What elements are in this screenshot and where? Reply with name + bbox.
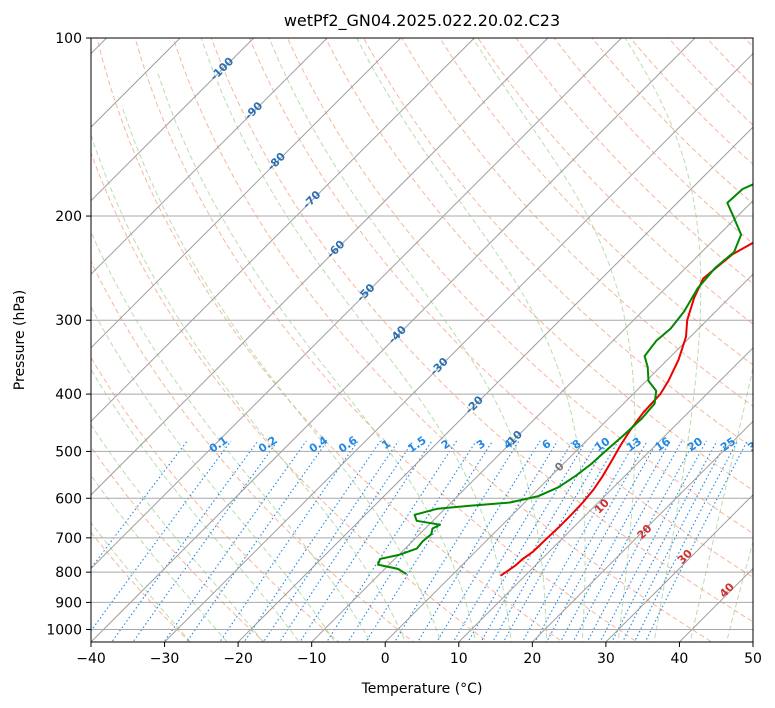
mixing-ratio-line <box>417 440 541 642</box>
mixing-ratio-line <box>621 440 728 642</box>
isotherm-line <box>91 38 181 128</box>
mixing-ratio-line <box>521 440 637 642</box>
isotherm-line <box>458 347 753 642</box>
y-tick-label: 800 <box>55 565 82 581</box>
isotherm-line <box>91 38 328 275</box>
moist-adiabat <box>689 365 753 642</box>
mixing-ratio-line <box>326 440 458 642</box>
moist-adiabat <box>91 230 371 642</box>
x-axis-ticks: −40 −30 −20 −10 0 10 20 30 40 50 <box>76 642 762 667</box>
x-tick-label: 50 <box>744 651 762 667</box>
mixing-ratio-line <box>572 440 683 642</box>
mixing-ratio-line <box>611 440 718 642</box>
y-tick-label: 1000 <box>46 622 82 638</box>
mixing-ratio-line <box>243 440 381 642</box>
y-axis-ticks: 100 200 300 400 500 600 700 800 900 1000 <box>46 31 91 638</box>
dry-adiabat <box>325 38 753 491</box>
x-tick-label: 40 <box>671 651 689 667</box>
isotherm-line <box>91 38 549 496</box>
y-tick-label: 400 <box>55 387 82 403</box>
mixing-ratio-line <box>467 440 587 642</box>
isotherm-line <box>310 199 753 642</box>
x-tick-label: 0 <box>381 651 390 667</box>
mixing-ratio-line <box>599 440 707 642</box>
pressure-gridlines <box>91 38 753 630</box>
mixing-ratio-line <box>559 440 671 642</box>
mixing-ratio-line <box>452 440 574 642</box>
x-axis-title: Temperature (°C) <box>361 681 483 697</box>
mixing-ratio-line <box>492 440 610 642</box>
moist-adiabat <box>91 305 336 642</box>
x-tick-label: 20 <box>523 651 541 667</box>
y-tick-label: 600 <box>55 491 82 507</box>
x-tick-label: −10 <box>297 651 327 667</box>
dry-adiabat <box>91 531 191 642</box>
chart-title: wetPf2_GN04.2025.022.20.02.C23 <box>284 11 560 31</box>
y-tick-label: 300 <box>55 313 82 329</box>
isotherm-line <box>91 38 402 349</box>
dry-adiabat <box>439 38 753 366</box>
isotherm-line <box>531 420 753 642</box>
mixing-ratio-line <box>365 440 494 642</box>
moist-adiabat <box>200 38 512 642</box>
mixing-ratio-line <box>534 440 648 642</box>
mixing-ratio-line <box>436 440 559 642</box>
x-tick-label: 10 <box>450 651 468 667</box>
mixing-ratio-line <box>545 440 659 642</box>
moist-adiabat <box>91 474 228 642</box>
isotherm-line <box>91 38 476 423</box>
background-lines <box>91 38 753 642</box>
mixing-ratio-line <box>219 440 359 642</box>
dry-adiabat <box>172 38 713 642</box>
mixing-ratio-line <box>299 440 433 642</box>
y-tick-label: 900 <box>55 595 82 611</box>
isotherm-line <box>91 38 623 570</box>
x-tick-label: 30 <box>597 651 615 667</box>
sounding-profiles <box>377 183 753 577</box>
isotherm-line <box>91 38 696 642</box>
y-tick-label: 100 <box>55 31 82 47</box>
moist-adiabat <box>725 540 753 642</box>
mixing-ratio-line <box>91 440 232 632</box>
plot-frame <box>90 37 754 643</box>
mixing-ratio-label: 30 <box>745 435 765 455</box>
isotherm-line <box>384 273 753 642</box>
temperature-profile <box>500 241 753 577</box>
mixing-ratio-line <box>394 440 520 642</box>
moist-adiabat <box>268 38 548 642</box>
x-tick-label: −20 <box>223 651 253 667</box>
y-axis-title: Pressure (hPa) <box>12 290 28 390</box>
moist-adiabat <box>356 38 586 642</box>
mixing-ratio-line <box>480 440 599 642</box>
mixing-ratio-line <box>644 440 748 642</box>
dry-adiabat <box>401 38 753 407</box>
y-tick-label: 200 <box>55 209 82 225</box>
mixing-ratio-line <box>586 440 696 642</box>
mixing-ratio-line <box>502 440 619 642</box>
y-tick-label: 500 <box>55 444 82 460</box>
isotherm-line <box>163 52 753 642</box>
isotherm-line <box>605 494 753 642</box>
moist-adiabat <box>472 38 636 642</box>
x-tick-label: −40 <box>76 651 106 667</box>
mixing-ratio-line <box>132 440 279 642</box>
moist-adiabat <box>157 73 477 642</box>
dewpoint-profile <box>377 183 753 575</box>
isotherm-line <box>237 126 753 642</box>
x-tick-label: −30 <box>150 651 180 667</box>
mixing-ratio-line <box>633 440 738 642</box>
moist-adiabat <box>121 105 442 642</box>
moist-adiabat <box>91 133 407 642</box>
y-tick-label: 700 <box>55 531 82 547</box>
dry-adiabat <box>91 356 340 642</box>
isotherm-line <box>91 38 255 202</box>
